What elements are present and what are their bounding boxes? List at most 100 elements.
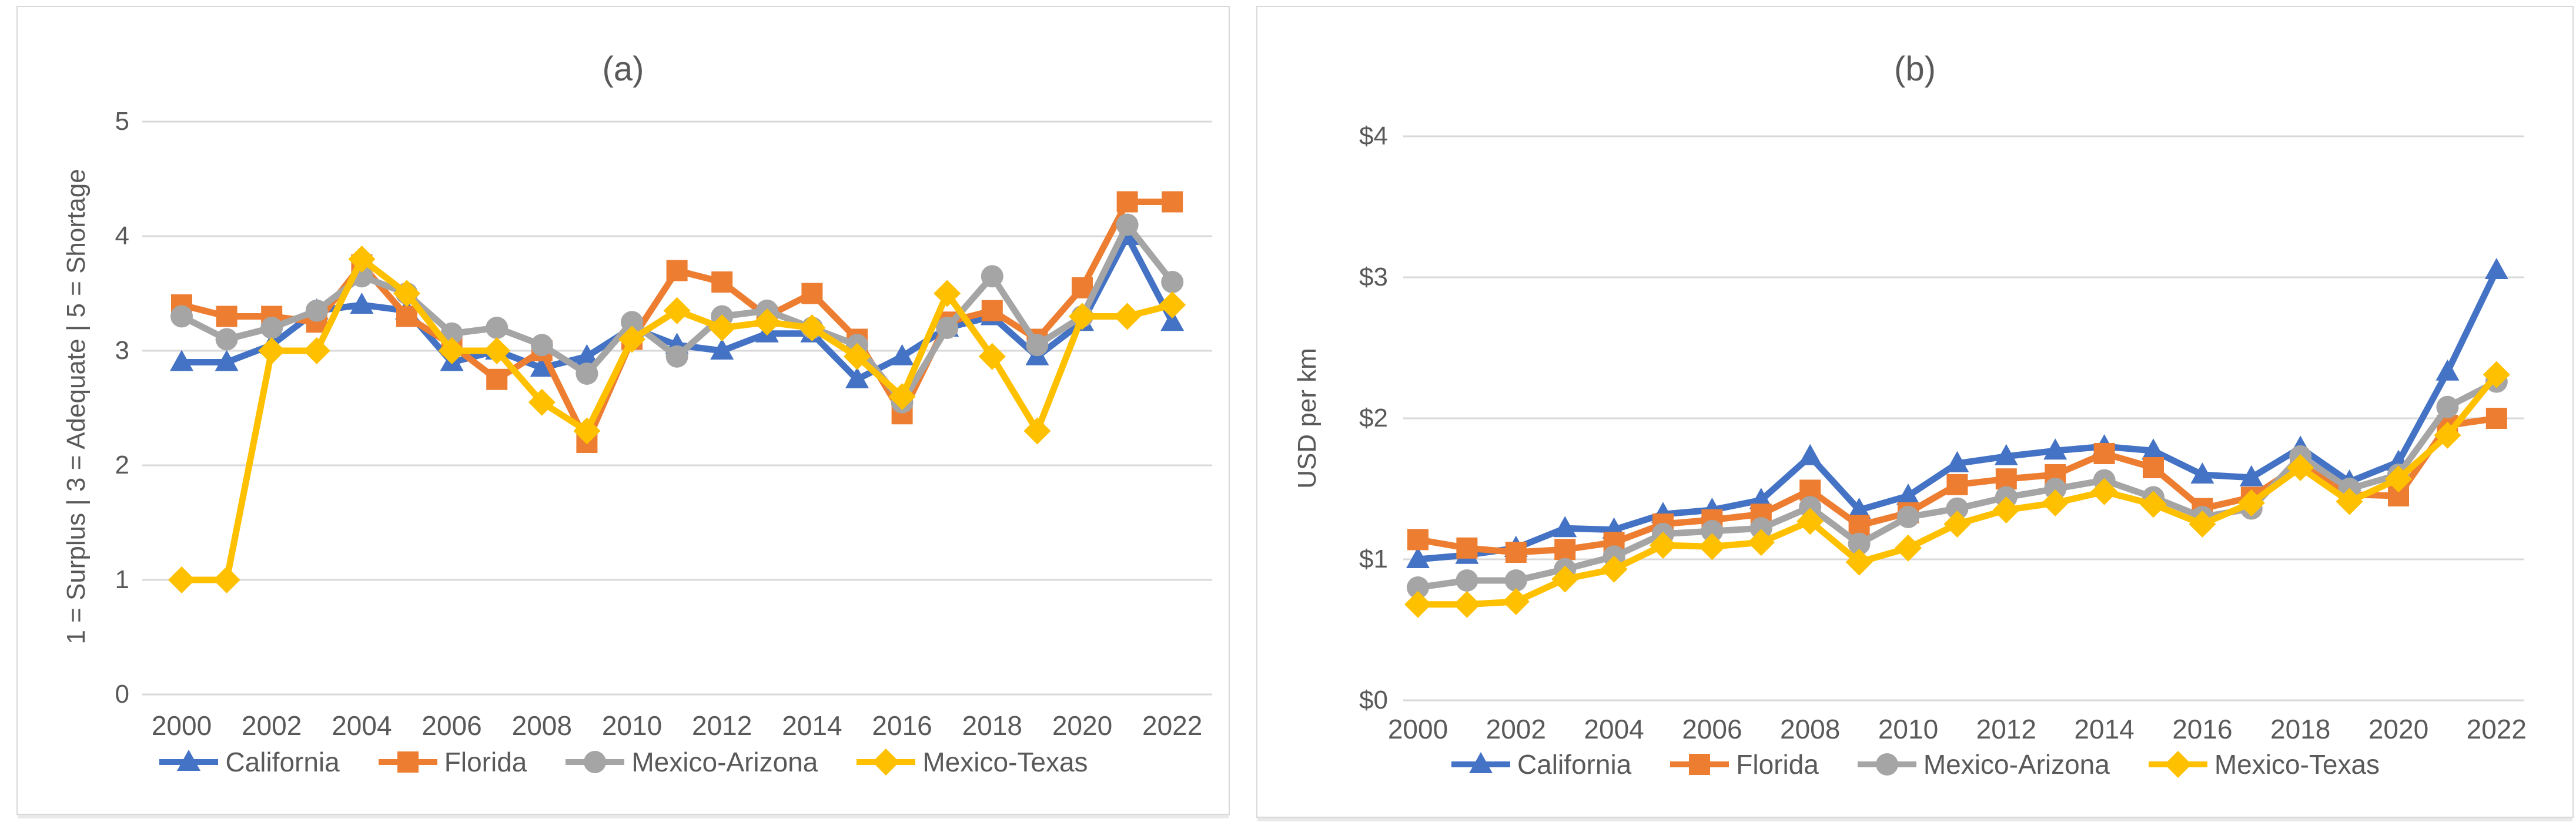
series-mexico-texas-2022-marker [1159,291,1186,318]
legend-mexico-arizona-marker [1875,753,1898,776]
series-florida-2014-marker [801,283,823,304]
series-florida-2011-marker [666,260,688,281]
series-mexico-arizona-2002-marker [1504,569,1527,592]
y-tick-label-usd0: $0 [1359,686,1388,714]
series-florida-2022-marker [1162,191,1183,213]
legend-california-marker [1468,752,1493,773]
series-california-2000-marker [1406,547,1430,568]
series-mexico-texas-2021-marker [2434,421,2461,449]
chart-panel-a: (a) 1 = Surplus | 3 = Adequate | 5 = Sho… [16,6,1230,815]
series-mexico-arizona-2010-marker [621,311,643,334]
series-mexico-arizona-2000-marker [1407,576,1429,599]
series-mexico-texas-2007-marker [1747,529,1775,556]
series-mexico-texas-2002-marker [258,337,286,364]
series-california-2015-marker [2142,438,2165,460]
series-mexico-texas-2022-marker [2483,361,2510,388]
series-california-2012-marker [710,338,734,360]
series-california-2011-marker [1945,451,1969,472]
series-mexico-arizona-2013-marker [2044,478,2067,500]
series-mexico-arizona-2018-marker [981,265,1003,288]
y-tick-label-4: 4 [115,221,129,250]
series-mexico-texas-2018-marker [978,343,1006,370]
x-tick-label-2004: 2004 [1584,714,1644,744]
legend-item-mexico-texas: Mexico-Texas [855,746,1088,778]
legend-mexico-texas-marker [2164,751,2192,778]
series-california-2001-marker [215,350,239,371]
series-mexico-texas-2000-marker [1404,590,1431,618]
series-mexico-texas-2005-marker [393,280,420,307]
chart-b-title: (b) [1894,50,1936,88]
series-mexico-texas-2009-marker [573,417,601,445]
x-tick-label-2006: 2006 [1682,714,1742,744]
series-mexico-texas-2021-marker [1113,303,1141,330]
legend-label-mexico-texas: Mexico-Texas [922,747,1088,777]
legend: California Florida Mexico-Arizona Mexico-Te… [18,746,1229,778]
series-florida-2009-marker [1848,515,1870,536]
series-florida-2002-marker [1505,542,1527,563]
series-california-2009-marker [575,344,599,365]
legend-item-florida: Florida [1669,749,1819,780]
x-tick-label-2008: 2008 [511,710,572,741]
series-mexico-texas-2020-marker [1069,303,1096,330]
series-florida-2014-marker [2093,443,2115,464]
legend-item-florida: Florida [377,746,527,778]
x-tick-label-2002: 2002 [242,710,302,741]
y-tick-label-5: 5 [115,107,129,136]
series-mexico-texas-2013-marker [753,308,781,336]
x-tick-label-2014: 2014 [782,710,842,741]
legend-label-florida: Florida [444,747,527,777]
series-mexico-texas-2016-marker [2189,511,2216,538]
x-tick-label-2022: 2022 [2466,714,2527,744]
series-california-2008-marker [1798,444,1822,465]
legend-mexico-texas-marker [872,749,900,776]
series-florida-2000-marker [1407,529,1428,551]
chart-a-title: (a) [602,50,644,88]
series-mexico-arizona-2002-marker [260,317,283,339]
series-mexico-texas-2012-marker [1992,496,2020,523]
legend-label-california: California [225,747,340,777]
y-tick-label-3: 3 [115,336,129,365]
x-tick-label-2016: 2016 [2172,714,2233,744]
series-florida-2001-marker [1456,537,1478,559]
series-mexico-texas-2016-marker [888,383,916,410]
legend-california-marker [177,750,201,771]
chart-panel-b: (b) USD per km $0 $1 $2 $3 $4 2000 2002 2004 200… [1256,6,2574,818]
x-tick-label-2018: 2018 [962,710,1022,741]
legend-item-mexico-arizona: Mexico-Arizona [1856,749,2110,780]
series-mexico-texas-2018-marker [2287,454,2314,481]
series-mexico-texas-2019-marker [2336,488,2363,515]
legend-item-mexico-arizona: Mexico-Arizona [564,746,818,778]
series-california-2016-marker [890,344,914,365]
x-tick-label-2010: 2010 [1878,714,1939,744]
x-tick-label-2016: 2016 [872,710,932,741]
x-tick-label-2000: 2000 [151,710,212,741]
legend-square-icon [1670,754,1729,775]
series-florida-2022-marker [2485,408,2507,429]
series-mexico-arizona-2010-marker [1897,506,1919,528]
series-mexico-texas-2009-marker [1845,548,1873,576]
legend-square-icon [378,751,437,773]
series-mexico-texas-2006-marker [1698,533,1726,561]
series-mexico-texas-2003-marker [1551,565,1579,593]
y-tick-label-1: 1 [115,565,129,594]
series-mexico-texas-2006-marker [438,337,466,364]
x-tick-label-2012: 2012 [692,710,752,741]
y-tick-label-usd1: $1 [1359,545,1388,573]
y-tick-label-2: 2 [115,451,129,479]
series-florida-2015-marker [2143,457,2164,478]
series-florida-2001-marker [216,306,237,327]
series-mexico-texas-2001-marker [1453,590,1481,618]
series-california-2022-marker [2484,258,2508,279]
x-tick-label-2022: 2022 [1142,710,1203,741]
legend-triangle-icon [159,750,219,771]
series-california-2017-marker [2239,465,2263,486]
y-tick-label-usd4: $4 [1359,122,1388,150]
series-mexico-texas-2012-marker [708,314,736,341]
x-tick-label-2020: 2020 [1052,710,1113,741]
series-mexico-arizona-2001-marker [215,328,238,351]
series-mexico-texas-2008-marker [528,388,556,416]
chart-plot-area-b [1403,135,2524,702]
series-florida-2012-marker [711,271,733,293]
legend-mexico-arizona-marker [584,751,607,773]
series-mexico-texas-2017-marker [2237,489,2265,516]
